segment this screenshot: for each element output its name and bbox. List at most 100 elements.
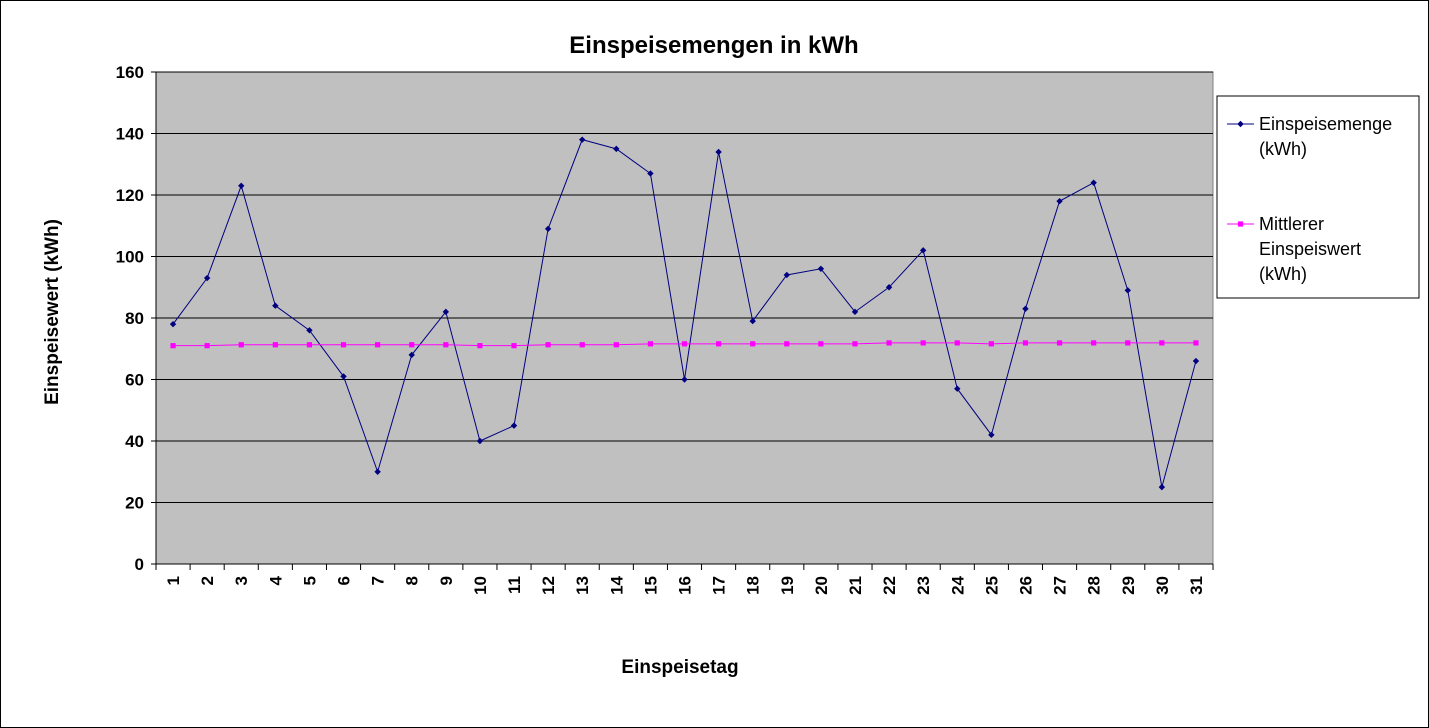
- x-tick-label: 26: [1016, 576, 1035, 595]
- data-point: [204, 343, 210, 349]
- data-point: [340, 373, 347, 380]
- data-point: [1056, 340, 1063, 346]
- x-tick-label: 28: [1085, 576, 1104, 595]
- data-point: [1237, 120, 1244, 128]
- x-tick-label: 25: [982, 576, 1001, 595]
- x-tick-label: 15: [641, 576, 660, 595]
- data-point: [170, 343, 176, 349]
- data-point: [920, 340, 926, 346]
- data-point: [886, 340, 892, 346]
- data-point: [1124, 287, 1131, 294]
- y-tick-label: 140: [116, 125, 144, 144]
- x-tick-label: 5: [300, 576, 319, 585]
- data-point: [374, 468, 381, 475]
- x-tick-label: 21: [846, 576, 865, 595]
- x-tick-label: 12: [539, 576, 558, 595]
- y-tick-label: 160: [116, 63, 144, 82]
- data-point: [783, 271, 790, 279]
- data-point: [272, 302, 279, 309]
- data-point: [681, 341, 688, 347]
- data-point: [817, 265, 825, 272]
- legend-label: Einspeisemenge: [1259, 114, 1392, 134]
- data-point: [1192, 357, 1200, 365]
- data-point: [988, 341, 994, 347]
- data-point: [784, 341, 790, 347]
- y-tick-label: 0: [135, 555, 144, 574]
- data-point: [919, 247, 927, 254]
- data-point: [1091, 340, 1097, 346]
- data-point: [1237, 221, 1244, 227]
- x-tick-label: 3: [232, 576, 251, 585]
- data-point: [647, 341, 654, 347]
- y-tick-label: 60: [125, 371, 144, 390]
- x-tick-label: 7: [369, 576, 388, 585]
- x-tick-label: 22: [880, 576, 899, 595]
- data-point: [510, 422, 518, 429]
- data-point: [885, 284, 893, 291]
- data-point: [1022, 340, 1029, 346]
- data-point: [442, 308, 450, 316]
- data-point: [681, 376, 688, 383]
- x-tick-label: 20: [812, 576, 831, 595]
- x-tick-label: 31: [1187, 576, 1206, 595]
- legend-label: (kWh): [1259, 264, 1307, 284]
- data-point: [579, 342, 585, 348]
- data-point: [203, 274, 211, 282]
- data-point: [715, 148, 722, 156]
- legend-box: [1216, 95, 1420, 299]
- x-tick-label: 23: [914, 576, 933, 595]
- x-axis-label: Einspeisetag: [621, 657, 738, 678]
- x-tick-label: 10: [471, 576, 490, 595]
- y-tick-label: 80: [125, 309, 144, 328]
- data-point: [408, 351, 415, 359]
- data-point: [476, 437, 484, 445]
- series-layer: [169, 136, 1200, 491]
- x-tick-label: 13: [573, 576, 592, 595]
- y-tick-label: 20: [125, 494, 144, 513]
- legend-entry-2: Mittlerer Einspeiswert (kWh): [1227, 214, 1361, 284]
- data-point: [306, 327, 313, 334]
- data-point: [613, 342, 619, 348]
- series-2: [170, 340, 1199, 349]
- data-point: [1125, 340, 1131, 346]
- data-point: [477, 343, 483, 349]
- y-tick-label: 120: [116, 186, 144, 205]
- data-point: [851, 308, 859, 316]
- data-point: [613, 145, 620, 153]
- legend-label: Mittlerer: [1259, 214, 1324, 234]
- data-point: [715, 341, 722, 347]
- x-tick-label: 8: [403, 576, 422, 585]
- chart-title: Einspeisemengen in kWh: [569, 32, 858, 59]
- data-point: [750, 341, 756, 347]
- data-point: [852, 341, 858, 347]
- x-tick-label: 18: [744, 576, 763, 595]
- data-point: [375, 342, 381, 348]
- data-point: [818, 341, 824, 347]
- x-tick-label: 4: [266, 575, 285, 585]
- y-tick-label: 40: [125, 432, 144, 451]
- data-point: [443, 342, 449, 348]
- x-tick-label: 14: [607, 575, 626, 594]
- y-tick-label: 100: [116, 248, 144, 267]
- x-tick-label: 27: [1051, 576, 1070, 595]
- data-point: [238, 342, 244, 348]
- data-point: [1056, 197, 1063, 205]
- y-axis: 0 20 40 60 80 100 120 140 160: [116, 63, 157, 574]
- data-point: [1022, 305, 1029, 312]
- data-point: [238, 182, 245, 189]
- x-tick-label: 6: [335, 576, 354, 585]
- y-axis-label: Einspeisewert (kWh): [42, 219, 63, 405]
- data-point: [545, 342, 551, 348]
- x-tick-label: 24: [948, 575, 967, 594]
- data-point: [1193, 340, 1199, 346]
- data-point: [169, 320, 177, 328]
- data-point: [511, 343, 517, 349]
- data-point: [1158, 483, 1166, 491]
- data-point: [409, 342, 415, 348]
- legend-label: Einspeiswert: [1259, 239, 1361, 259]
- data-point: [340, 342, 347, 348]
- x-tick-label: 2: [198, 576, 217, 585]
- data-point: [954, 385, 961, 392]
- x-tick-label: 1: [164, 576, 183, 585]
